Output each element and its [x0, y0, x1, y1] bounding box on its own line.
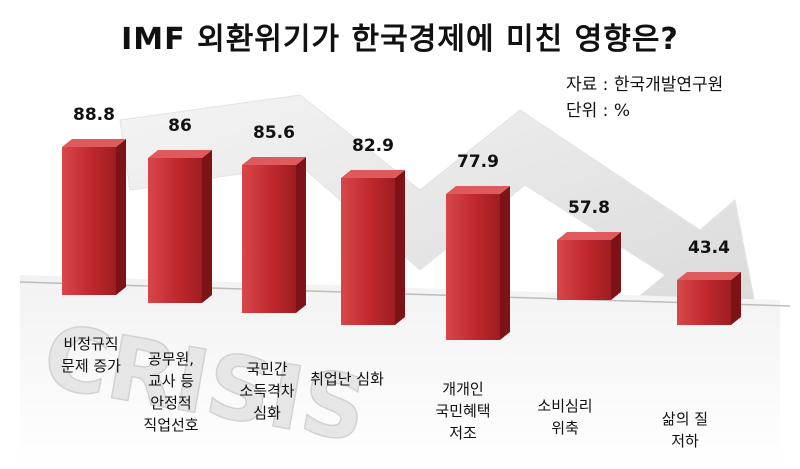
bar-side	[500, 186, 510, 340]
bar-front	[242, 165, 296, 313]
category-label-line: 저조	[449, 424, 477, 442]
bar-top	[677, 272, 741, 280]
bar-2	[148, 150, 212, 303]
bar-6	[557, 232, 621, 300]
bar-front	[557, 240, 611, 300]
bar-series	[62, 139, 741, 340]
category-label-line: 공무원,	[147, 350, 195, 368]
category-label-line: 비정규직	[63, 335, 119, 353]
bar-top	[62, 139, 126, 147]
bar-top	[341, 170, 405, 178]
category-label-line: 문제 증가	[61, 357, 121, 375]
data-label: 57.8	[568, 198, 610, 218]
data-label: 88.8	[73, 105, 115, 125]
source-text: 자료 : 한국개발연구원	[566, 75, 724, 95]
bar-side	[395, 170, 405, 325]
data-label: 43.4	[688, 238, 730, 258]
data-label: 82.9	[352, 136, 394, 156]
bar-top	[446, 186, 510, 194]
bar-front	[148, 158, 202, 303]
data-label: 85.6	[253, 123, 295, 143]
category-label-line: 국민간	[246, 360, 288, 378]
category-label-line: 소득격차	[239, 382, 295, 400]
bar-5	[446, 186, 510, 340]
category-label-line: 소비심리	[537, 397, 593, 415]
category-label-line: 위축	[551, 419, 579, 437]
bar-side	[116, 139, 126, 295]
category-label-line: 교사 등	[147, 372, 195, 390]
bar-front	[446, 194, 500, 340]
data-label: 86	[168, 116, 192, 136]
bar-7	[677, 272, 741, 325]
category-label-line: 직업선호	[143, 416, 199, 434]
category-label-line: 심화	[253, 404, 281, 422]
unit-text: 단위 : %	[566, 101, 630, 121]
bar-4	[341, 170, 405, 325]
bar-front	[62, 147, 116, 295]
category-label-line: 안정적	[150, 394, 192, 412]
bar-side	[731, 272, 741, 325]
bar-front	[341, 178, 395, 325]
chart-title: IMF 외환위기가 한국경제에 미친 영향은?	[121, 22, 679, 57]
bar-side	[296, 157, 306, 313]
bar-side	[202, 150, 212, 303]
bar-front	[677, 280, 731, 325]
bar-top	[148, 150, 212, 158]
bar-3	[242, 157, 306, 313]
category-label-line: 취업난 심화	[310, 370, 384, 388]
bar-top	[557, 232, 621, 240]
category-label: 취업난 심화	[292, 368, 402, 390]
chart-floor	[20, 275, 780, 469]
source-note: 자료 : 한국개발연구원 단위 : %	[566, 72, 723, 124]
category-label-line: 개개인	[442, 380, 484, 398]
bar-top	[242, 157, 306, 165]
category-label-line: 저하	[671, 432, 699, 450]
bar-1	[62, 139, 126, 295]
data-label: 77.9	[457, 152, 499, 172]
category-label-line: 국민혜택	[435, 402, 491, 420]
bar-side	[611, 232, 621, 300]
category-label-line: 삶의 질	[661, 410, 709, 428]
